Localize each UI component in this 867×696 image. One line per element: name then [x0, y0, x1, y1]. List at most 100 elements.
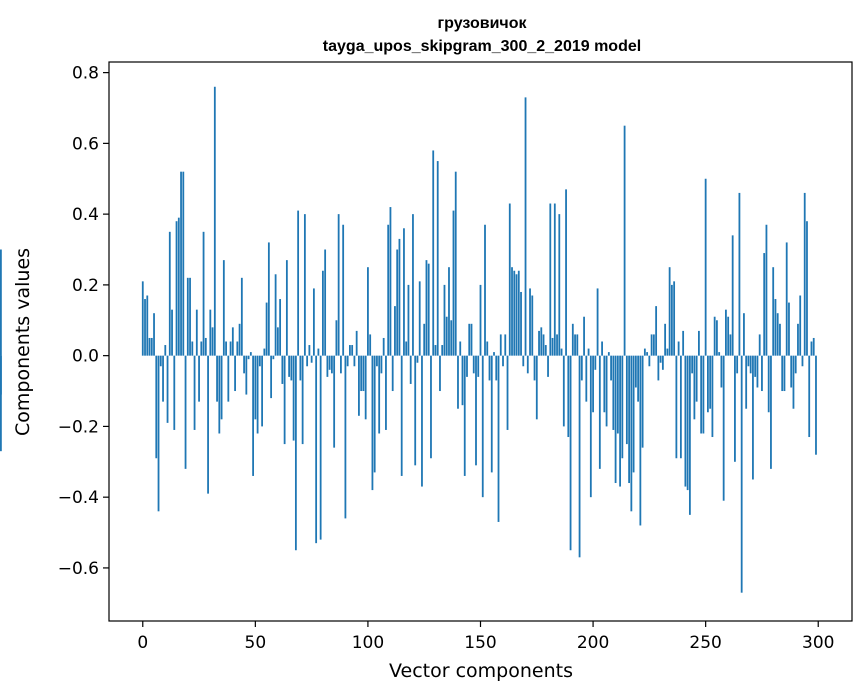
bar-component-190 — [569, 355, 572, 551]
bar-component-216 — [628, 355, 630, 484]
bar-component-63 — [283, 355, 286, 445]
bar-component-199 — [589, 355, 592, 498]
bar-component-25 — [198, 355, 200, 402]
bar-component-84 — [331, 355, 333, 374]
bar-component-151 — [481, 355, 484, 498]
bar-component-273 — [756, 355, 759, 388]
bar-component-92 — [349, 345, 351, 356]
y-tick-label: 0.2 — [72, 276, 99, 296]
bar-component-291 — [797, 323, 799, 356]
bar-component-59 — [274, 274, 277, 356]
x-tick-label: 0 — [137, 633, 148, 653]
bar-component-175 — [535, 355, 538, 420]
bar-component-202 — [596, 288, 599, 356]
bar-component-28 — [204, 337, 207, 356]
bar-component-54 — [263, 348, 266, 356]
bar-component-82 — [326, 355, 329, 377]
bar-component-246 — [695, 355, 698, 402]
x-tick-label: 300 — [802, 633, 834, 653]
bar-component-12 — [168, 231, 171, 356]
bar-component-39 — [229, 341, 232, 356]
bar-component-192 — [574, 334, 576, 356]
bar-component-213 — [621, 355, 624, 459]
plot-area-frame — [108, 61, 853, 622]
bar-component-125 — [423, 323, 426, 356]
bar-component-95 — [355, 330, 358, 356]
bar-component-48 — [249, 352, 252, 356]
bar-component-145 — [468, 323, 471, 356]
bar-component-13 — [171, 309, 173, 356]
bar-component-69 — [297, 210, 300, 356]
bar-component-195 — [580, 355, 583, 381]
bar-component-116 — [403, 228, 405, 356]
bar-component-278 — [767, 355, 770, 413]
bar-component-252 — [709, 355, 712, 409]
bar-component-6 — [155, 355, 158, 459]
bar-component-140 — [457, 355, 459, 409]
bar-component-223 — [643, 348, 646, 356]
bar-component-201 — [594, 355, 597, 370]
bar-component-238 — [677, 341, 680, 356]
bar-component-210 — [614, 355, 617, 484]
bar-component-128 — [430, 355, 432, 459]
bar-component-196 — [583, 316, 585, 356]
bar-component-269 — [747, 355, 750, 367]
bar-component-236 — [673, 281, 676, 356]
bar-component-183 — [553, 203, 556, 356]
bar-component-235 — [670, 284, 673, 356]
bar-component-271 — [752, 355, 754, 480]
bar-component-18 — [182, 171, 185, 356]
bar-component-217 — [630, 355, 633, 512]
bar-component-132 — [439, 355, 441, 392]
bar-component-207 — [607, 352, 610, 356]
bar-component-61 — [279, 299, 282, 356]
bar-component-16 — [177, 217, 180, 356]
bar-component-226 — [650, 334, 653, 356]
bar-component-163 — [508, 203, 511, 356]
bar-component-193 — [576, 334, 579, 356]
y-tick-label: 0.0 — [72, 347, 99, 367]
bar-component-undefined — [0, 249, 2, 356]
bar-component-282 — [776, 313, 779, 356]
bar-component-179 — [544, 345, 547, 356]
bar-component-150 — [479, 284, 482, 356]
y-tick-label: 0.4 — [72, 205, 99, 225]
bar-component-134 — [443, 284, 446, 356]
bar-component-0 — [141, 281, 144, 356]
bar-component-65 — [288, 355, 291, 377]
bar-component-292 — [799, 295, 802, 356]
bar-component-244 — [691, 355, 694, 374]
bar-component-259 — [725, 309, 727, 356]
bar-component-260 — [727, 316, 730, 356]
x-tick-label: 150 — [464, 633, 496, 653]
bar-component-237 — [675, 355, 678, 459]
bar-component-248 — [700, 355, 703, 434]
bar-component-228 — [655, 306, 658, 356]
bar-component-24 — [195, 309, 198, 356]
bar-component-111 — [391, 355, 394, 392]
bar-component-272 — [754, 355, 757, 377]
bar-component-286 — [785, 242, 788, 356]
bar-component-11 — [166, 355, 169, 423]
bar-component-118 — [407, 284, 410, 356]
bar-component-99 — [364, 355, 367, 420]
bar-component-240 — [682, 330, 685, 356]
bar-component-231 — [661, 355, 664, 370]
bar-component-256 — [718, 352, 721, 356]
bar-component-144 — [466, 355, 468, 377]
bar-component-296 — [808, 355, 811, 438]
bar-component-274 — [758, 334, 761, 356]
bar-component-74 — [308, 345, 311, 356]
bar-component-89 — [342, 224, 345, 356]
bar-component-64 — [285, 260, 288, 356]
bar-component-136 — [448, 267, 450, 356]
bar-component-197 — [585, 355, 588, 402]
bar-component-177 — [540, 327, 543, 356]
y-axis-ticks: −0.6 −0.4 −0.2 0.0 0.2 0.4 0.6 0.8 — [58, 64, 109, 579]
bar-component-80 — [321, 270, 324, 356]
bar-component-270 — [749, 355, 752, 374]
bar-component-155 — [490, 355, 493, 473]
bar-component-218 — [632, 355, 635, 473]
bar-component-258 — [722, 355, 725, 501]
bar-component-3 — [148, 337, 151, 356]
